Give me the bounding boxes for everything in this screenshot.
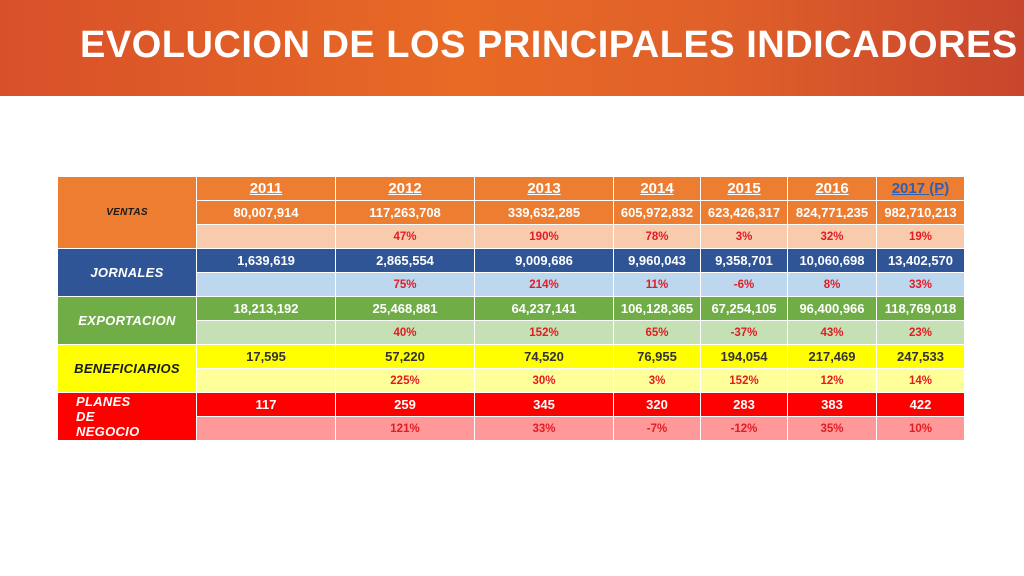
row-label: EXPORTACION — [57, 296, 197, 345]
value-cell: 57,220 — [335, 344, 475, 369]
value-cell: 283 — [700, 392, 788, 417]
growth-cell: 19% — [876, 224, 965, 249]
value-cell: 982,710,213 — [876, 200, 965, 225]
value-cell: 345 — [474, 392, 614, 417]
value-cell: 9,960,043 — [613, 248, 701, 273]
value-cell: 320 — [613, 392, 701, 417]
growth-cell: 190% — [474, 224, 614, 249]
value-row: JORNALES 1,639,619 2,865,554 9,009,686 9,960… — [57, 248, 965, 297]
growth-cell: -6% — [700, 272, 788, 297]
value-cell: 259 — [335, 392, 475, 417]
growth-cell: 8% — [787, 272, 877, 297]
growth-cell: 32% — [787, 224, 877, 249]
value-row: BENEFICIARIOS 17,595 57,220 74,520 76,955 194… — [57, 344, 965, 393]
value-cell: 2,865,554 — [335, 248, 475, 273]
growth-cell: 47% — [335, 224, 475, 249]
value-cell: 117 — [196, 392, 336, 417]
growth-cell: 225% — [335, 368, 475, 393]
value-cell: 17,595 — [196, 344, 336, 369]
row-label: BENEFICIARIOS — [57, 344, 197, 393]
growth-cell: 152% — [474, 320, 614, 345]
value-cell: 118,769,018 — [876, 296, 965, 321]
growth-cell: 14% — [876, 368, 965, 393]
value-cell: 13,402,570 — [876, 248, 965, 273]
growth-cell: 121% — [335, 416, 475, 441]
value-cell: 80,007,914 — [196, 200, 336, 225]
growth-row: 75% 214% 11% -6% 8% 33% — [58, 272, 965, 297]
page-title: EVOLUCION DE LOS PRINCIPALES INDICADORES — [80, 24, 1018, 66]
growth-row: 225% 30% 3% 152% 12% 14% — [58, 368, 965, 393]
year-header: 2016 — [787, 176, 877, 201]
value-cell: 194,054 — [700, 344, 788, 369]
value-cell: 247,533 — [876, 344, 965, 369]
value-cell: 9,358,701 — [700, 248, 788, 273]
growth-cell: 23% — [876, 320, 965, 345]
growth-cell: 33% — [876, 272, 965, 297]
row-label: JORNALES — [57, 248, 197, 297]
growth-cell: 33% — [474, 416, 614, 441]
growth-cell — [196, 416, 336, 441]
value-cell: 623,426,317 — [700, 200, 788, 225]
value-cell: 1,639,619 — [196, 248, 336, 273]
value-row: 80,007,914 117,263,708 339,632,285 605,972,… — [58, 200, 965, 225]
value-row: PLANES DE NEGOCIO 117 259 345 320 283 383 422 — [57, 392, 965, 441]
indicators-table: VENTAS 2011 2012 2013 2014 2015 2016 2017 (P) 80… — [57, 176, 965, 441]
growth-cell: 65% — [613, 320, 701, 345]
value-cell: 96,400,966 — [787, 296, 877, 321]
value-cell: 67,254,105 — [700, 296, 788, 321]
value-cell: 217,469 — [787, 344, 877, 369]
growth-cell: 30% — [474, 368, 614, 393]
value-cell: 339,632,285 — [474, 200, 614, 225]
growth-cell: -12% — [700, 416, 788, 441]
growth-cell: 11% — [613, 272, 701, 297]
value-cell: 605,972,832 — [613, 200, 701, 225]
growth-cell: 75% — [335, 272, 475, 297]
value-cell: 76,955 — [613, 344, 701, 369]
value-cell: 25,468,881 — [335, 296, 475, 321]
year-header: 2014 — [613, 176, 701, 201]
growth-cell: -37% — [700, 320, 788, 345]
growth-cell: 12% — [787, 368, 877, 393]
growth-cell — [196, 320, 336, 345]
growth-cell: 43% — [787, 320, 877, 345]
value-cell: 18,213,192 — [196, 296, 336, 321]
growth-cell: 78% — [613, 224, 701, 249]
growth-row: 40% 152% 65% -37% 43% 23% — [58, 320, 965, 345]
growth-cell: 10% — [876, 416, 965, 441]
growth-cell: 3% — [700, 224, 788, 249]
growth-cell: 40% — [335, 320, 475, 345]
growth-cell: 35% — [787, 416, 877, 441]
value-cell: 824,771,235 — [787, 200, 877, 225]
growth-cell — [196, 368, 336, 393]
year-header: 2015 — [700, 176, 788, 201]
year-header: 2012 — [335, 176, 475, 201]
growth-cell: 214% — [474, 272, 614, 297]
growth-cell — [196, 224, 336, 249]
value-cell: 383 — [787, 392, 877, 417]
row-label: PLANES DE NEGOCIO — [57, 392, 197, 441]
growth-cell: -7% — [613, 416, 701, 441]
growth-row: 121% 33% -7% -12% 35% 10% — [58, 416, 965, 441]
growth-cell — [196, 272, 336, 297]
value-row: EXPORTACION 18,213,192 25,468,881 64,237,14… — [57, 296, 965, 345]
year-header-row: VENTAS 2011 2012 2013 2014 2015 2016 2017 (P) — [57, 176, 965, 249]
row-label: VENTAS — [57, 176, 197, 249]
value-cell: 64,237,141 — [474, 296, 614, 321]
value-cell: 422 — [876, 392, 965, 417]
value-cell: 117,263,708 — [335, 200, 475, 225]
title-banner: EVOLUCION DE LOS PRINCIPALES INDICADORES — [0, 0, 1024, 96]
year-header: 2017 (P) — [876, 176, 965, 201]
growth-cell: 3% — [613, 368, 701, 393]
value-cell: 10,060,698 — [787, 248, 877, 273]
value-cell: 74,520 — [474, 344, 614, 369]
value-cell: 9,009,686 — [474, 248, 614, 273]
year-header: 2011 — [196, 176, 336, 201]
year-header: 2013 — [474, 176, 614, 201]
growth-cell: 152% — [700, 368, 788, 393]
value-cell: 106,128,365 — [613, 296, 701, 321]
